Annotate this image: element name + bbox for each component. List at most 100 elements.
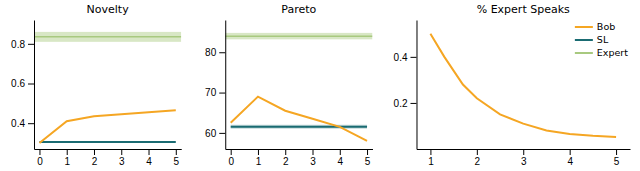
tick: 0 bbox=[228, 149, 234, 167]
legend-label: Bob bbox=[597, 21, 615, 32]
panel: 0 1 2 3 4 5 60 70 80 Pareto bbox=[205, 3, 373, 167]
tick: 3 bbox=[119, 149, 125, 167]
axis-line bbox=[225, 21, 226, 150]
axis-line bbox=[34, 21, 35, 150]
tick-mark bbox=[176, 149, 177, 155]
legend-swatch bbox=[575, 26, 593, 28]
plot-area bbox=[430, 34, 616, 137]
tick-mark bbox=[410, 103, 416, 104]
tick: 5 bbox=[614, 149, 620, 167]
tick-mark bbox=[430, 149, 431, 155]
y-axis: 60 70 80 bbox=[205, 21, 226, 150]
tick: 80 bbox=[205, 47, 225, 58]
tick-label: 3 bbox=[521, 156, 527, 167]
tick-label: 2 bbox=[283, 156, 289, 167]
legend-swatch bbox=[575, 52, 593, 54]
band bbox=[231, 125, 367, 129]
tick-label: 2 bbox=[475, 156, 481, 167]
tick: 2 bbox=[283, 149, 289, 167]
tick-label: 5 bbox=[365, 156, 371, 167]
tick-mark bbox=[410, 57, 416, 58]
tick-label: 0.6 bbox=[11, 78, 25, 89]
tick: 4 bbox=[146, 149, 152, 167]
tick-mark bbox=[285, 149, 286, 155]
tick-label: 1 bbox=[64, 156, 70, 167]
tick: 3 bbox=[521, 149, 527, 167]
tick-label: 0.4 bbox=[11, 118, 25, 129]
tick: 1 bbox=[256, 149, 262, 167]
tick-mark bbox=[67, 149, 68, 155]
tick-label: 4 bbox=[337, 156, 343, 167]
line bbox=[430, 34, 616, 137]
tick-label: 60 bbox=[205, 128, 217, 139]
tick-label: 0 bbox=[228, 156, 234, 167]
tick-mark bbox=[258, 149, 259, 155]
tick: 5 bbox=[174, 149, 180, 167]
tick-mark bbox=[219, 93, 225, 94]
tick: 1 bbox=[428, 149, 434, 167]
reference-line bbox=[34, 36, 181, 38]
tick-mark bbox=[94, 149, 95, 155]
line bbox=[231, 126, 367, 128]
tick-label: 80 bbox=[205, 47, 217, 58]
tick: 60 bbox=[205, 128, 225, 139]
tick: 4 bbox=[337, 149, 343, 167]
y-axis: 0.4 0.6 0.8 bbox=[11, 21, 34, 150]
figure: 0 1 2 3 4 5 0.4 0.6 0.8 Novelty 0 1 2 3 4 5 60 70 80 Pareto… bbox=[0, 0, 640, 171]
tick-mark bbox=[340, 149, 341, 155]
plot-area bbox=[225, 33, 372, 141]
tick-label: 1 bbox=[428, 156, 434, 167]
tick: 70 bbox=[205, 87, 225, 98]
reference-line bbox=[225, 35, 372, 37]
x-axis: 0 1 2 3 4 5 bbox=[226, 149, 373, 167]
tick-label: 0.4 bbox=[394, 52, 408, 63]
tick: 0.4 bbox=[11, 118, 34, 129]
title: Novelty bbox=[87, 3, 130, 16]
panel: 1 2 3 4 5 0.20.4 % Expert Speaks Bob SL Expert bbox=[394, 3, 631, 167]
legend: Bob SL Expert bbox=[575, 21, 628, 58]
tick-mark bbox=[28, 84, 34, 85]
title: Pareto bbox=[281, 3, 316, 16]
tick-mark bbox=[219, 52, 225, 53]
line bbox=[231, 97, 367, 141]
tick-label: 4 bbox=[567, 156, 573, 167]
tick-mark bbox=[39, 149, 40, 155]
plot-area bbox=[34, 32, 181, 143]
legend-item: Expert bbox=[575, 47, 628, 58]
tick-label: 5 bbox=[614, 156, 620, 167]
tick-mark bbox=[367, 149, 368, 155]
y-axis: 0.20.4 bbox=[394, 21, 417, 150]
tick-mark bbox=[231, 149, 232, 155]
tick-mark bbox=[149, 149, 150, 155]
tick: 0.4 bbox=[394, 52, 417, 63]
tick-label: 3 bbox=[310, 156, 316, 167]
tick: 2 bbox=[92, 149, 98, 167]
tick: 2 bbox=[475, 149, 481, 167]
legend-item: SL bbox=[575, 34, 609, 45]
x-axis: 0 1 2 3 4 5 bbox=[35, 149, 182, 167]
x-axis: 1 2 3 4 5 bbox=[417, 149, 631, 167]
tick-mark bbox=[219, 133, 225, 134]
tick-mark bbox=[28, 123, 34, 124]
legend-swatch bbox=[575, 39, 593, 41]
legend-item: Bob bbox=[575, 21, 615, 32]
tick: 4 bbox=[567, 149, 573, 167]
legend-label: SL bbox=[597, 34, 609, 45]
tick: 0.6 bbox=[11, 78, 34, 89]
tick-label: 1 bbox=[256, 156, 262, 167]
tick: 0.8 bbox=[11, 39, 34, 50]
axis-line bbox=[416, 21, 417, 150]
tick-mark bbox=[570, 149, 571, 155]
legend-label: Expert bbox=[597, 47, 628, 58]
band bbox=[34, 32, 181, 42]
title: % Expert Speaks bbox=[477, 3, 570, 16]
axis-line bbox=[35, 149, 182, 150]
tick-label: 0.8 bbox=[11, 39, 25, 50]
tick-label: 3 bbox=[119, 156, 125, 167]
tick: 0 bbox=[37, 149, 43, 167]
tick-label: 5 bbox=[174, 156, 180, 167]
band bbox=[225, 33, 372, 39]
tick-label: 0 bbox=[37, 156, 43, 167]
tick-mark bbox=[523, 149, 524, 155]
axis-line bbox=[226, 149, 373, 150]
